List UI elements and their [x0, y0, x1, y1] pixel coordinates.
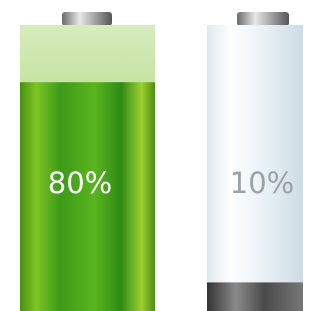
battery-cap	[237, 12, 289, 26]
charge-label: 80%	[48, 166, 112, 200]
battery	[207, 12, 303, 311]
battery-scene: 80% 10%	[0, 0, 303, 311]
battery-cap	[62, 12, 112, 26]
charge-level	[207, 282, 303, 311]
charge-label: 10%	[230, 166, 294, 200]
page: 80%10% (() => { const data = JSON.parse(…	[0, 0, 303, 311]
